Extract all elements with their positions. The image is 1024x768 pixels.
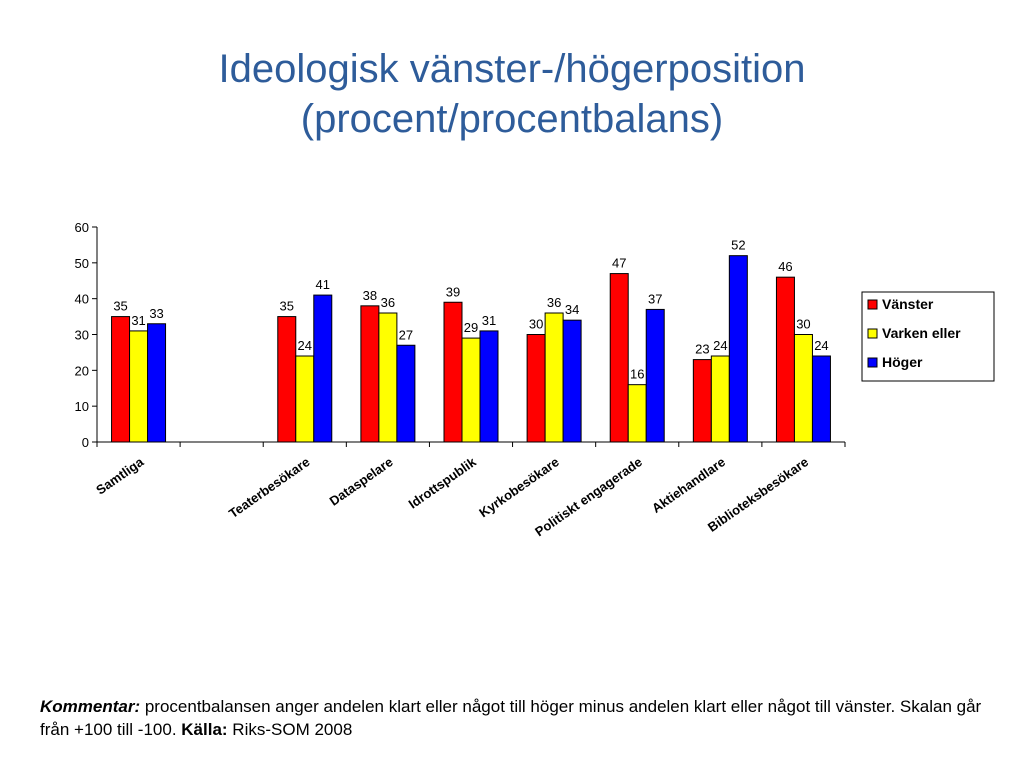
- source-text: Riks-SOM 2008: [227, 720, 353, 739]
- bar-value-label: 37: [648, 291, 662, 306]
- bar-varken-eller: [544, 312, 564, 443]
- x-category-label: Dataspelare: [327, 454, 396, 509]
- bar-value-label: 41: [316, 277, 330, 292]
- bar-vänster: [609, 273, 629, 443]
- legend-label: Varken eller: [882, 325, 961, 341]
- bar-vänster: [775, 276, 795, 443]
- bar-value-label: 24: [298, 338, 312, 353]
- page-title: Ideologisk vänster-/högerposition (proce…: [0, 44, 1024, 144]
- bar-value-label: 33: [149, 306, 163, 321]
- bar-value-label: 27: [399, 327, 413, 342]
- title-line-1: Ideologisk vänster-/högerposition: [218, 47, 806, 91]
- y-tick-label: 10: [75, 399, 89, 414]
- bar-höger: [313, 294, 333, 443]
- bar-value-label: 47: [612, 256, 626, 271]
- x-category-label: Kyrkobesökare: [476, 454, 562, 520]
- x-category-label: Idrottspublik: [406, 454, 480, 512]
- bar-value-label: 31: [131, 313, 145, 328]
- bar-varken-eller: [378, 312, 398, 443]
- bar-varken-eller: [295, 355, 315, 443]
- bar-vänster: [360, 305, 380, 443]
- bar-value-label: 30: [796, 317, 810, 332]
- bar-vänster: [526, 334, 546, 443]
- y-tick-label: 20: [75, 363, 89, 378]
- source-label: Källa:: [181, 720, 228, 739]
- bar-höger: [396, 344, 416, 443]
- bar-value-label: 29: [464, 320, 478, 335]
- x-category-label: Samtliga: [93, 454, 147, 498]
- comment-label: Kommentar:: [40, 697, 141, 716]
- footer-comment: Kommentar: procentbalansen anger andelen…: [40, 695, 990, 741]
- bar-höger: [811, 355, 831, 443]
- bar-value-label: 35: [113, 299, 127, 314]
- legend-box: [861, 291, 995, 382]
- bar-varken-eller: [627, 384, 647, 443]
- bar-value-label: 36: [381, 295, 395, 310]
- bar-vänster: [277, 316, 297, 443]
- bar-varken-eller: [129, 330, 149, 443]
- bar-höger: [728, 255, 748, 443]
- y-tick-label: 40: [75, 292, 89, 307]
- bar-value-label: 46: [778, 259, 792, 274]
- y-tick-label: 60: [75, 220, 89, 235]
- bar-value-label: 24: [713, 338, 727, 353]
- y-tick-label: 0: [82, 435, 89, 450]
- y-tick-label: 30: [75, 328, 89, 343]
- bar-value-label: 24: [814, 338, 828, 353]
- bar-value-label: 36: [547, 295, 561, 310]
- bar-value-label: 34: [565, 302, 579, 317]
- x-category-label: Aktiehandlare: [649, 454, 728, 516]
- legend-swatch: [867, 357, 878, 368]
- legend-label: Höger: [882, 354, 923, 370]
- bar-höger: [147, 323, 167, 443]
- bar-varken-eller: [793, 334, 813, 443]
- bar-vänster: [443, 301, 463, 443]
- legend: Vänster Varken eller Höger: [861, 291, 995, 382]
- bar-varken-eller: [461, 337, 481, 443]
- bar-vänster: [692, 359, 712, 443]
- bar-value-label: 31: [482, 313, 496, 328]
- bar-höger: [562, 319, 582, 443]
- bar-value-label: 39: [446, 284, 460, 299]
- bar-varken-eller: [710, 355, 730, 443]
- bar-value-label: 23: [695, 342, 709, 357]
- bar-höger: [479, 330, 499, 443]
- title-line-2: (procent/procentbalans): [300, 97, 724, 141]
- comment-text: procentbalansen anger andelen klart elle…: [40, 697, 982, 739]
- bar-chart: 0 10 20 30 40 50 60 Samtliga Teaterbesökare Datas…: [75, 220, 995, 539]
- legend-swatch: [867, 328, 878, 339]
- bar-value-label: 52: [731, 238, 745, 253]
- x-category-label: Teaterbesökare: [226, 454, 313, 521]
- y-tick-label: 50: [75, 256, 89, 271]
- bar-value-label: 30: [529, 317, 543, 332]
- bar-vänster: [111, 316, 131, 443]
- bar-höger: [645, 308, 665, 443]
- legend-label: Vänster: [882, 296, 934, 312]
- legend-swatch: [867, 299, 878, 310]
- bar-value-label: 38: [363, 288, 377, 303]
- bar-value-label: 16: [630, 367, 644, 382]
- bar-value-label: 35: [280, 299, 294, 314]
